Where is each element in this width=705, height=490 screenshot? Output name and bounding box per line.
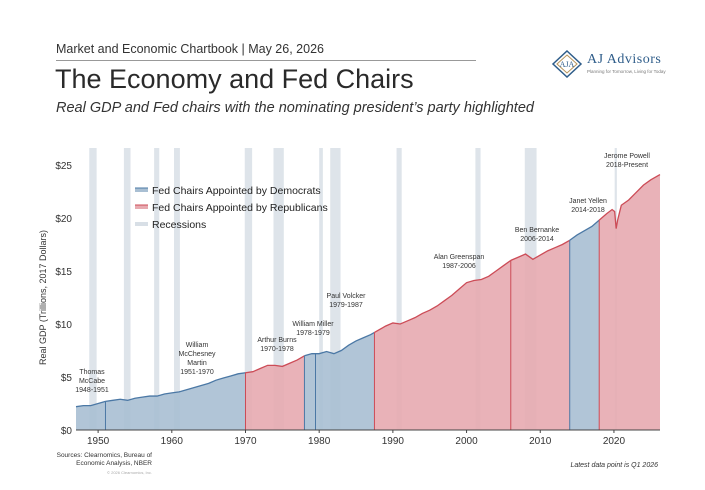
recession-band xyxy=(174,148,180,430)
chart-title: The Economy and Fed Chairs xyxy=(55,64,414,94)
chair-label: William McChesney Martin 1951-1970 xyxy=(179,342,216,376)
recession-band xyxy=(319,148,323,430)
diamond-logo-icon: AJA xyxy=(551,49,583,79)
y-tick-label: $15 xyxy=(55,267,72,278)
legend: Fed Chairs Appointed by Democrats Fed Cha… xyxy=(135,185,328,231)
recession-band xyxy=(330,148,341,430)
chair-area-democrat xyxy=(76,401,106,430)
chair-label: Jerome Powell 2018-Present xyxy=(604,153,650,169)
chair-label: Janet Yellen 2014-2018 xyxy=(569,198,607,214)
chair-label-line: 1978-1979 xyxy=(296,330,330,337)
chair-area-republican xyxy=(374,260,511,430)
gdp-line-segment xyxy=(569,219,600,241)
x-tick-label: 1990 xyxy=(382,436,405,447)
chair-label-line: Ben Bernanke xyxy=(515,227,559,234)
legend-label: Recessions xyxy=(152,219,206,231)
y-tick-label: $5 xyxy=(61,373,73,384)
axes: $0 $5 $10 $15 $20 $25 1950 1960 1970 1980 1990 2000… xyxy=(38,161,660,447)
chair-area-republican xyxy=(510,240,570,430)
logo-name: AJ Advisors xyxy=(587,52,662,67)
chair-areas xyxy=(75,173,661,430)
y-axis-label: Real GDP (Trillions, 2017 Dollars) xyxy=(38,230,48,365)
logo-tagline: Planning for Tomorrow, Living for Today xyxy=(587,69,666,74)
chair-label-line: 1948-1951 xyxy=(75,387,109,394)
sources-note: Sources: Clearnomics, Bureau of Economic… xyxy=(56,452,152,467)
x-tick-label: 2010 xyxy=(529,436,552,447)
chair-label: Paul Volcker 1979-1987 xyxy=(327,293,367,309)
aj-advisors-logo: AJA AJ Advisors Planning for Tomorrow, L… xyxy=(551,49,671,79)
recession-band xyxy=(273,148,284,430)
chair-dividers xyxy=(104,220,600,430)
recession-band xyxy=(154,148,160,430)
y-tick-label: $20 xyxy=(55,214,72,225)
x-tick-label: 2000 xyxy=(455,436,478,447)
chair-label-line: Arthur Burns xyxy=(257,337,297,344)
chair-label: William Miller 1978-1979 xyxy=(292,321,334,337)
chair-label: Alan Greenspan 1987-2006 xyxy=(434,254,485,270)
chair-area-democrat xyxy=(569,220,600,430)
chair-label-line: 2006-2014 xyxy=(520,236,554,243)
chair-label-line: Paul Volcker xyxy=(327,293,367,300)
header-divider xyxy=(56,60,476,61)
y-tick-label: $25 xyxy=(55,161,72,172)
x-tick-label: 2020 xyxy=(603,436,626,447)
x-tick-label: 1980 xyxy=(308,436,331,447)
chair-label: Ben Bernanke 2006-2014 xyxy=(515,227,559,243)
chair-label-line: William xyxy=(186,342,209,349)
chair-label-line: Alan Greenspan xyxy=(434,254,485,261)
chair-label-line: 1970-1978 xyxy=(260,346,294,353)
chair-label-line: 2014-2018 xyxy=(571,207,605,214)
chair-area-republican xyxy=(245,355,305,430)
chair-label-line: 1979-1987 xyxy=(329,302,363,309)
chair-label-line: William Miller xyxy=(292,321,334,328)
chair-annotations: Thomas McCabe 1948-1951 William McChesney Mar… xyxy=(75,153,650,394)
legend-label: Fed Chairs Appointed by Democrats xyxy=(152,185,321,197)
chair-label-line: Martin xyxy=(187,360,207,367)
y-tick-label: $0 xyxy=(61,426,73,437)
chair-label-line: Janet Yellen xyxy=(569,198,607,205)
gdp-line-segment xyxy=(510,239,571,261)
chair-label-line: McCabe xyxy=(79,378,105,385)
chair-label-line: McChesney xyxy=(179,351,216,358)
gdp-line-segment xyxy=(75,400,106,408)
gdp-line-segment xyxy=(245,355,305,374)
chair-label: Arthur Burns 1970-1978 xyxy=(257,337,297,353)
chair-area-democrat xyxy=(105,372,246,430)
chartbook-header: Market and Economic Chartbook | May 26, … xyxy=(56,42,324,56)
x-tick-label: 1970 xyxy=(234,436,257,447)
gdp-line-segment xyxy=(304,353,316,357)
chair-area-democrat xyxy=(304,353,316,430)
x-tick-label: 1960 xyxy=(161,436,184,447)
y-tick-label: $10 xyxy=(55,320,72,331)
chair-label-line: 2018-Present xyxy=(606,162,648,169)
legend-label: Fed Chairs Appointed by Republicans xyxy=(152,202,328,214)
gdp-line-segment xyxy=(598,173,661,229)
chair-label-line: Jerome Powell xyxy=(604,153,650,160)
chair-area-democrat xyxy=(315,332,375,430)
chair-label-line: 1987-2006 xyxy=(442,263,476,270)
chair-label-line: Thomas xyxy=(79,369,105,376)
gdp-line-segment xyxy=(105,372,246,403)
gdp-line-segment xyxy=(374,259,512,334)
recession-band xyxy=(244,148,253,430)
copyright-note: © 2026 Clearnomics, Inc. xyxy=(107,470,152,475)
chair-label: Thomas McCabe 1948-1951 xyxy=(75,369,109,394)
gdp-line-segment xyxy=(315,331,375,355)
svg-text:AJA: AJA xyxy=(560,60,575,69)
latest-data-note: Latest data point is Q1 2026 xyxy=(570,462,658,469)
chair-label-line: 1951-1970 xyxy=(180,369,214,376)
chart-subtitle: Real GDP and Fed chairs with the nominat… xyxy=(56,100,534,116)
recession-band xyxy=(89,148,97,430)
recession-band xyxy=(396,148,402,430)
chair-area-republican xyxy=(599,174,660,430)
x-tick-label: 1950 xyxy=(87,436,110,447)
recession-band xyxy=(123,148,131,430)
